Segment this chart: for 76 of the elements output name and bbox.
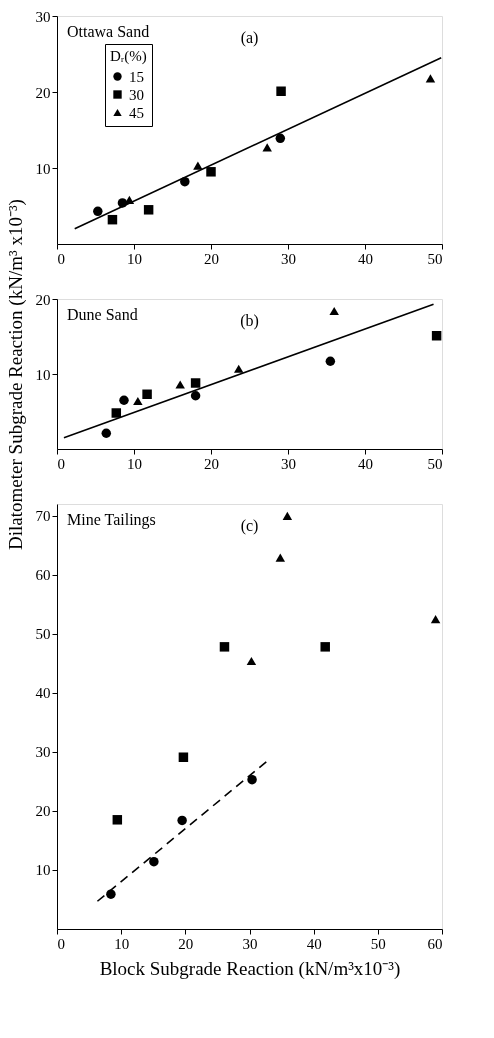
x-tick-label: 50 xyxy=(370,935,386,952)
point xyxy=(431,331,442,341)
x-tick-label: 30 xyxy=(242,935,258,952)
x-tick-label: 50 xyxy=(427,250,443,267)
point xyxy=(112,815,123,825)
point xyxy=(190,378,201,388)
point xyxy=(206,167,216,177)
y-tick-label: 50 xyxy=(35,626,51,643)
x-tick-label: 20 xyxy=(204,455,219,472)
y-tick-label: 20 xyxy=(35,84,51,101)
point xyxy=(430,615,441,624)
point xyxy=(219,642,230,652)
y-tick-label: 10 xyxy=(35,862,51,879)
annotation: (b) xyxy=(240,312,259,330)
point xyxy=(101,428,112,438)
annotation: Dune Sand xyxy=(67,306,138,323)
y-tick-label: 30 xyxy=(35,8,51,25)
x-tick-label: 20 xyxy=(178,935,194,952)
x-tick-label: 40 xyxy=(358,250,373,267)
point xyxy=(193,161,203,170)
point xyxy=(275,133,286,144)
x-tick-label: 10 xyxy=(114,935,130,952)
point xyxy=(119,395,129,405)
x-tick-label: 0 xyxy=(57,455,65,472)
annotation: Ottawa Sand xyxy=(67,23,150,40)
y-tick-label: 20 xyxy=(35,291,51,308)
point xyxy=(149,856,159,867)
x-tick-label: 10 xyxy=(127,250,142,267)
point xyxy=(246,656,257,666)
y-tick-label: 10 xyxy=(35,366,51,383)
annotation: (c) xyxy=(240,517,259,535)
point xyxy=(262,143,272,152)
point xyxy=(111,408,122,418)
point xyxy=(142,389,152,399)
point xyxy=(233,364,244,373)
legend-label: 15 xyxy=(129,68,144,85)
y-tick-label: 40 xyxy=(35,685,51,702)
x-tick-label: 40 xyxy=(358,455,373,472)
annotation: (a) xyxy=(240,29,259,47)
point xyxy=(320,642,330,652)
x-axis-title: Block Subgrade Reaction (kN/m³x10⁻³) xyxy=(99,957,401,980)
y-tick-label: 30 xyxy=(35,744,51,761)
x-tick-label: 50 xyxy=(427,455,443,472)
point xyxy=(143,205,154,215)
point xyxy=(325,356,336,366)
point xyxy=(106,889,116,899)
y-tick-label: 20 xyxy=(35,803,51,820)
x-tick-label: 30 xyxy=(281,455,296,472)
y-tick-label: 10 xyxy=(35,160,51,177)
x-tick-label: 10 xyxy=(127,455,142,472)
legend-title: Dᵣ(%) xyxy=(110,48,147,65)
legend-label: 45 xyxy=(129,104,144,121)
x-tick-label: 60 xyxy=(427,935,443,952)
point xyxy=(93,206,103,217)
point xyxy=(133,396,143,406)
legend-label: 30 xyxy=(129,86,144,103)
point xyxy=(177,815,187,826)
point xyxy=(275,553,286,562)
point xyxy=(329,306,339,316)
point xyxy=(175,380,185,389)
x-tick-label: 0 xyxy=(57,935,65,952)
annotation: Mine Tailings xyxy=(67,511,156,529)
y-tick-label: 70 xyxy=(35,508,51,525)
y-tick-label: 60 xyxy=(35,567,51,584)
point xyxy=(190,391,201,401)
y-axis-title: Dilatometer Subgrade Reaction (kN/m³ x10⁻³) xyxy=(4,199,27,550)
point xyxy=(107,214,118,225)
point xyxy=(276,86,286,96)
point xyxy=(425,74,436,83)
x-tick-label: 40 xyxy=(306,935,322,952)
x-tick-label: 30 xyxy=(281,250,296,267)
x-tick-label: 20 xyxy=(204,250,219,267)
point xyxy=(247,774,257,785)
point xyxy=(282,511,293,520)
x-tick-label: 0 xyxy=(57,250,65,267)
point xyxy=(178,752,189,762)
